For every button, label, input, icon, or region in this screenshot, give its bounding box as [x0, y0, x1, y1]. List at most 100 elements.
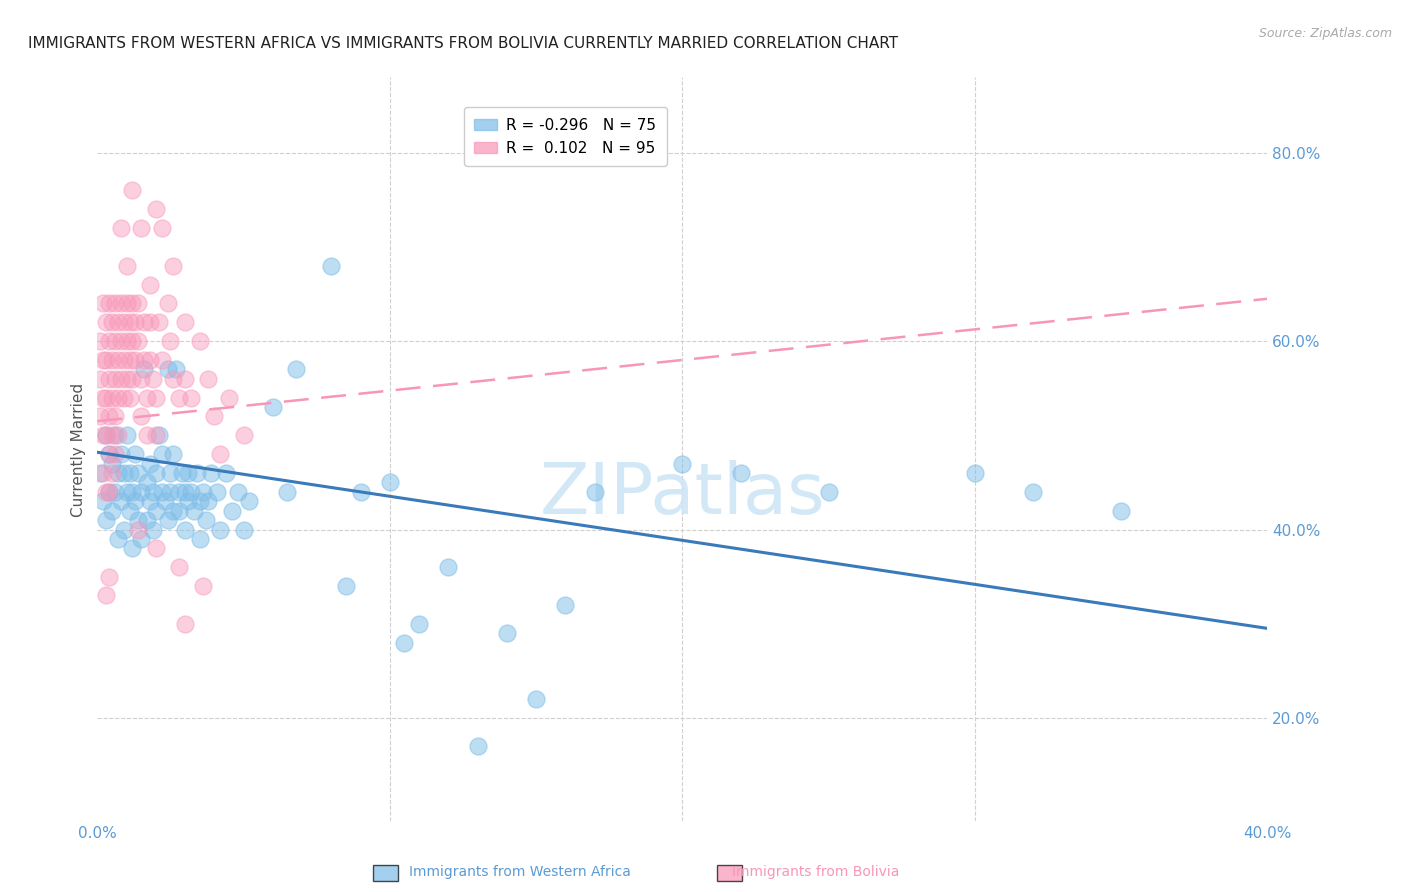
Point	[98, 484, 121, 499]
Point	[101, 466, 124, 480]
Point	[671, 457, 693, 471]
Point	[167, 484, 190, 499]
Point	[963, 466, 986, 480]
Point	[156, 296, 179, 310]
Y-axis label: Currently Married: Currently Married	[72, 383, 86, 516]
Text: IMMIGRANTS FROM WESTERN AFRICA VS IMMIGRANTS FROM BOLIVIA CURRENTLY MARRIED CORR: IMMIGRANTS FROM WESTERN AFRICA VS IMMIGR…	[28, 36, 898, 51]
Point	[209, 523, 232, 537]
Point	[495, 626, 517, 640]
Point	[148, 428, 170, 442]
Point	[124, 353, 146, 368]
Point	[112, 466, 135, 480]
Point	[167, 503, 190, 517]
Point	[159, 466, 181, 480]
Point	[226, 484, 249, 499]
Point	[136, 428, 159, 442]
Point	[104, 334, 127, 348]
Point	[167, 391, 190, 405]
Point	[91, 428, 114, 442]
Point	[115, 428, 138, 442]
Point	[104, 484, 127, 499]
Point	[115, 484, 138, 499]
Point	[121, 296, 143, 310]
Point	[110, 296, 132, 310]
Point	[91, 466, 114, 480]
Point	[118, 391, 141, 405]
Point	[174, 616, 197, 631]
Point	[183, 503, 205, 517]
Point	[129, 409, 152, 424]
Point	[817, 484, 839, 499]
Point	[200, 466, 222, 480]
Point	[156, 513, 179, 527]
Point	[174, 484, 197, 499]
Point	[188, 532, 211, 546]
Point	[101, 391, 124, 405]
Point	[467, 739, 489, 753]
Point	[165, 362, 187, 376]
Point	[89, 409, 111, 424]
Point	[145, 541, 167, 556]
Point	[94, 513, 117, 527]
Point	[124, 447, 146, 461]
Point	[118, 353, 141, 368]
Point	[94, 428, 117, 442]
Point	[136, 391, 159, 405]
Point	[89, 372, 111, 386]
Point	[124, 494, 146, 508]
Point	[215, 466, 238, 480]
Point	[145, 202, 167, 217]
Point	[142, 523, 165, 537]
Point	[112, 353, 135, 368]
Point	[91, 494, 114, 508]
Point	[104, 296, 127, 310]
Text: ZIPatlas: ZIPatlas	[540, 459, 825, 529]
Point	[98, 484, 121, 499]
Point	[112, 391, 135, 405]
Point	[145, 391, 167, 405]
Point	[98, 334, 121, 348]
Point	[180, 391, 202, 405]
Text: Immigrants from Bolivia: Immigrants from Bolivia	[731, 864, 900, 879]
Point	[110, 221, 132, 235]
Point	[583, 484, 606, 499]
Point	[124, 315, 146, 329]
Point	[437, 560, 460, 574]
Point	[121, 484, 143, 499]
Point	[127, 466, 149, 480]
Point	[202, 409, 225, 424]
Point	[91, 353, 114, 368]
Text: Source: ZipAtlas.com: Source: ZipAtlas.com	[1258, 27, 1392, 40]
Point	[150, 221, 173, 235]
Point	[335, 579, 357, 593]
Point	[136, 475, 159, 490]
Point	[118, 466, 141, 480]
Point	[104, 428, 127, 442]
Point	[232, 523, 254, 537]
Point	[107, 391, 129, 405]
Point	[159, 334, 181, 348]
Point	[98, 447, 121, 461]
Point	[142, 484, 165, 499]
Point	[107, 315, 129, 329]
Point	[394, 635, 416, 649]
Point	[115, 372, 138, 386]
Point	[118, 315, 141, 329]
Point	[162, 259, 184, 273]
Point	[139, 494, 162, 508]
Point	[172, 466, 194, 480]
Point	[98, 296, 121, 310]
Point	[94, 484, 117, 499]
Point	[1022, 484, 1045, 499]
Point	[524, 692, 547, 706]
Point	[127, 296, 149, 310]
Point	[191, 579, 214, 593]
Point	[127, 523, 149, 537]
Point	[162, 503, 184, 517]
Legend: R = -0.296   N = 75, R =  0.102   N = 95: R = -0.296 N = 75, R = 0.102 N = 95	[464, 107, 666, 167]
Point	[94, 353, 117, 368]
Point	[139, 277, 162, 292]
Point	[408, 616, 430, 631]
Point	[197, 494, 219, 508]
Point	[129, 221, 152, 235]
